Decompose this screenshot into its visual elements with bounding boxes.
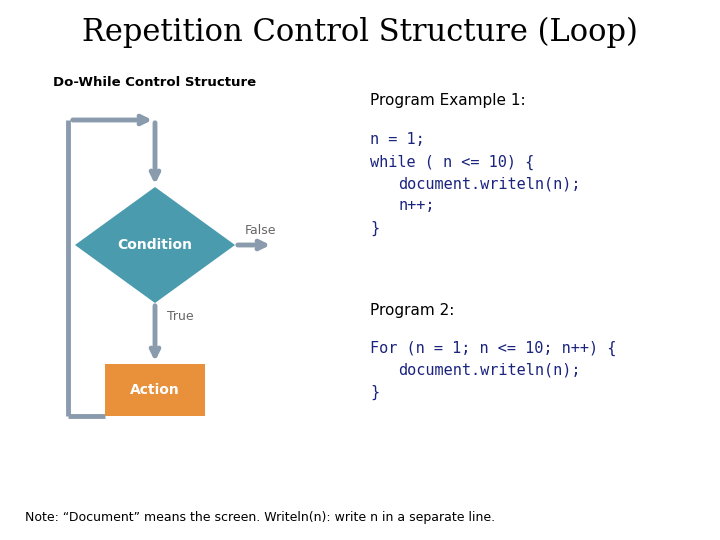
Text: document.writeln(n);: document.writeln(n); [398, 362, 580, 377]
Text: False: False [245, 225, 276, 238]
Text: }: } [370, 384, 379, 400]
Text: Note: “Document” means the screen. Writeln(n): write n in a separate line.: Note: “Document” means the screen. Write… [25, 511, 495, 524]
Text: True: True [167, 310, 194, 323]
Text: Program Example 1:: Program Example 1: [370, 92, 526, 107]
Text: Program 2:: Program 2: [370, 302, 454, 318]
Text: }: } [370, 220, 379, 235]
Text: document.writeln(n);: document.writeln(n); [398, 177, 580, 192]
Text: while ( n <= 10) {: while ( n <= 10) { [370, 154, 534, 170]
Text: For (n = 1; n <= 10; n++) {: For (n = 1; n <= 10; n++) { [370, 340, 616, 356]
Polygon shape [75, 187, 235, 303]
Text: Condition: Condition [117, 238, 192, 252]
Text: n = 1;: n = 1; [370, 132, 425, 147]
Text: Action: Action [130, 383, 180, 397]
Text: n++;: n++; [398, 199, 434, 213]
FancyBboxPatch shape [105, 364, 205, 416]
Text: Repetition Control Structure (Loop): Repetition Control Structure (Loop) [82, 16, 638, 48]
Text: Do-While Control Structure: Do-While Control Structure [53, 76, 256, 89]
